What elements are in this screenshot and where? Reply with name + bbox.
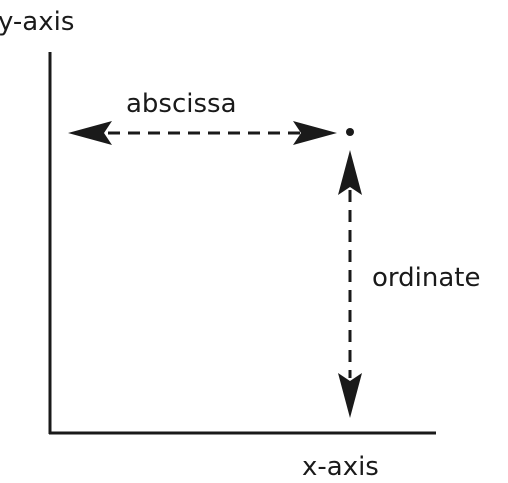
y-axis-label: y-axis — [0, 7, 74, 37]
point-marker — [346, 128, 354, 136]
x-axis-label: x-axis — [302, 452, 379, 482]
abscissa-label: abscissa — [126, 89, 237, 119]
abscissa-right-arrowhead — [293, 121, 337, 145]
abscissa-left-arrowhead — [68, 121, 112, 145]
ordinate-label: ordinate — [372, 263, 480, 293]
ordinate-top-arrowhead — [338, 150, 362, 195]
abscissa-arrow — [68, 121, 337, 145]
ordinate-bottom-arrowhead — [338, 373, 362, 418]
ordinate-arrow — [338, 150, 362, 418]
